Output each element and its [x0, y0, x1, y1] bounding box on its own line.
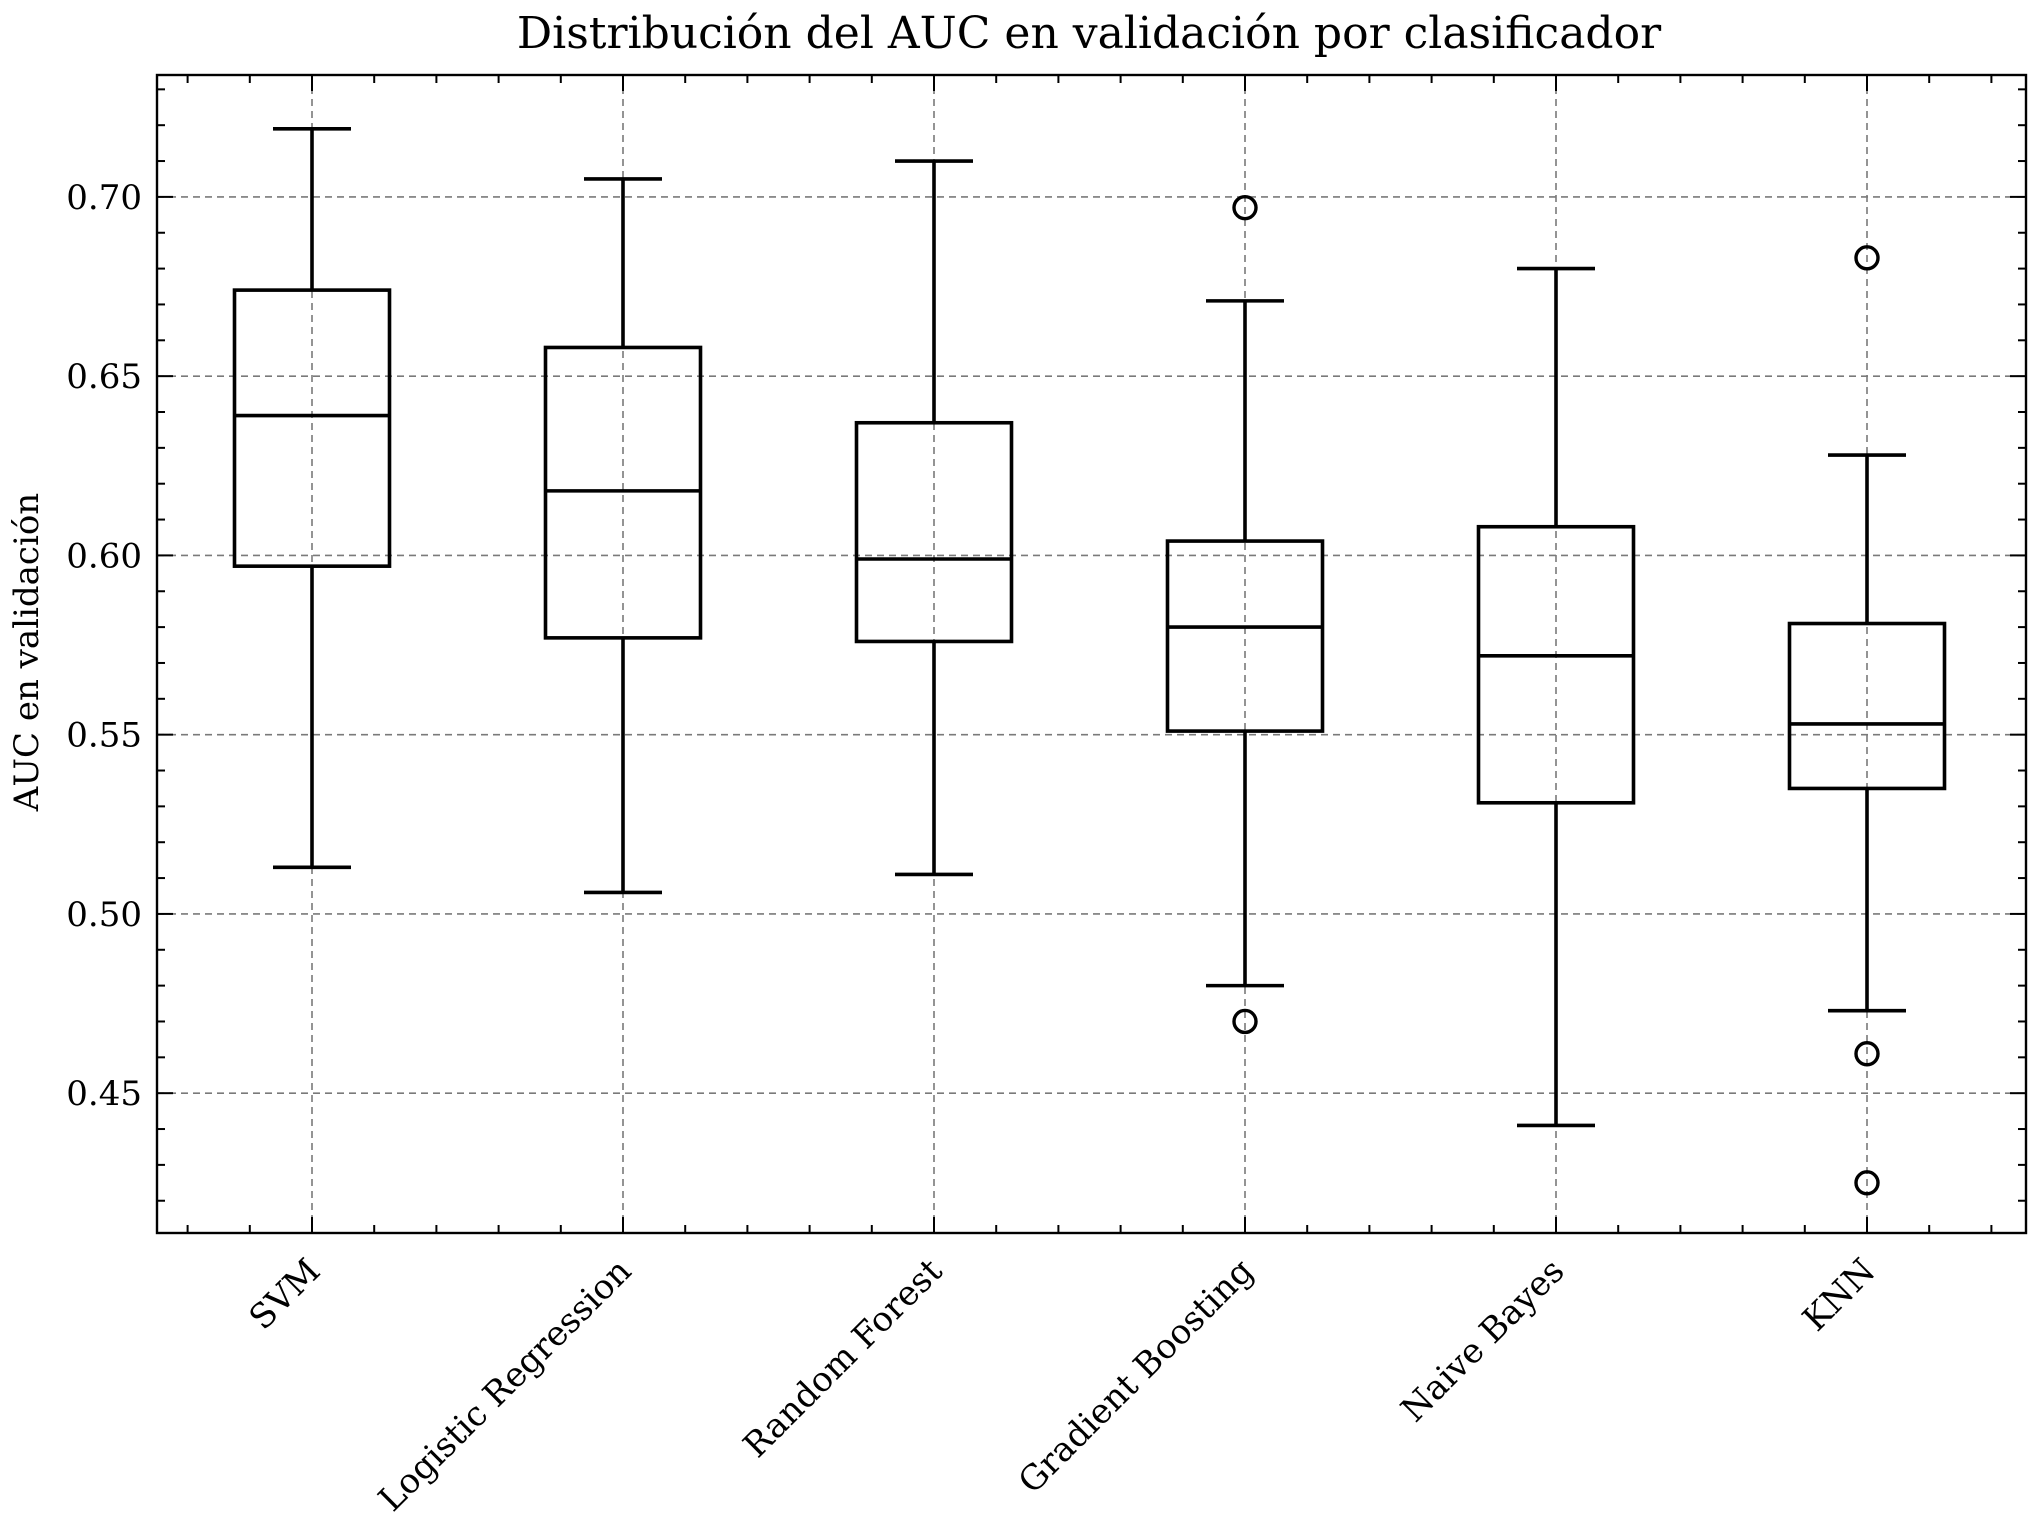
- outlier-point: [1232, 194, 1258, 221]
- y-tick-label: 0.70: [66, 178, 142, 218]
- box-group: [232, 126, 392, 870]
- box-iqr: [854, 420, 1014, 644]
- chart-title: Distribución del AUC en validación por c…: [517, 8, 1662, 59]
- box-iqr: [1787, 621, 1947, 791]
- y-tick-label: 0.60: [66, 536, 142, 576]
- box-iqr: [232, 288, 392, 568]
- y-tick-label: 0.55: [66, 716, 142, 756]
- y-tick-label: 0.50: [66, 895, 142, 935]
- box-iqr: [1165, 539, 1325, 733]
- boxes-layer: [232, 126, 1947, 1196]
- box-group: [1165, 194, 1325, 1035]
- y-tick-label: 0.45: [66, 1074, 142, 1114]
- box-iqr: [1476, 524, 1636, 805]
- y-tick-label: 0.65: [66, 357, 142, 397]
- box-group: [1787, 245, 1947, 1196]
- outlier-point: [1854, 245, 1880, 271]
- outlier-point: [1854, 1041, 1880, 1067]
- box-group: [1476, 266, 1636, 1128]
- y-axis-label: AUC en validación: [7, 493, 47, 812]
- box-group: [543, 177, 703, 895]
- box-group: [854, 159, 1014, 877]
- outlier-point: [1854, 1170, 1880, 1196]
- plot-frame: [155, 73, 2028, 1235]
- outlier-point: [1232, 1008, 1258, 1035]
